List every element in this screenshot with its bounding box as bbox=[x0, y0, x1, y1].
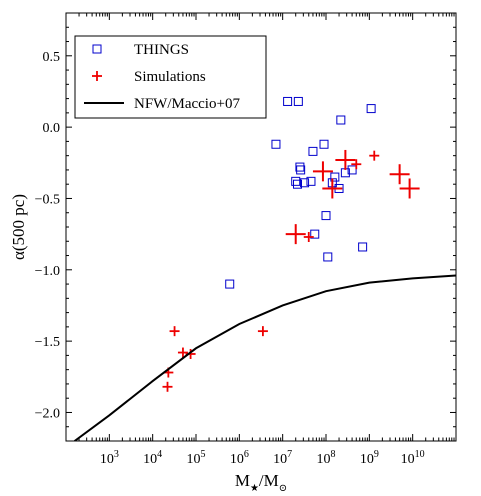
things-point bbox=[347, 165, 357, 175]
y-tick-label: 0.5 bbox=[43, 50, 61, 65]
things-point bbox=[366, 104, 376, 114]
things-point bbox=[295, 162, 305, 172]
simulation-point bbox=[285, 224, 306, 245]
simulation-point bbox=[169, 326, 180, 337]
things-point bbox=[336, 115, 346, 125]
x-tick-label: 106 bbox=[230, 449, 249, 467]
y-tick-label: −1.5 bbox=[35, 335, 60, 350]
simulation-point bbox=[399, 178, 420, 199]
simulation-point bbox=[177, 347, 188, 358]
x-tick-label: 107 bbox=[273, 449, 292, 467]
y-tick-label: 0.0 bbox=[43, 121, 61, 136]
legend: THINGS Simulations NFW/Maccio+07 bbox=[74, 35, 267, 119]
series-simulations bbox=[162, 149, 420, 392]
things-point bbox=[291, 176, 301, 186]
simulation-point bbox=[335, 149, 356, 170]
legend-item: NFW/Maccio+07 bbox=[84, 96, 240, 112]
y-axis-label: α(500 pc) bbox=[9, 194, 28, 260]
things-point bbox=[283, 96, 293, 106]
series-nfw-maccio-07 bbox=[74, 274, 456, 441]
legend-item: Simulations bbox=[92, 69, 206, 85]
things-point bbox=[319, 139, 329, 149]
y-tick-label: −2.0 bbox=[35, 406, 60, 421]
things-point bbox=[310, 229, 320, 239]
things-point bbox=[296, 165, 306, 175]
things-point bbox=[308, 146, 318, 156]
x-tick-label: 105 bbox=[187, 449, 206, 467]
legend-square-icon bbox=[92, 44, 102, 54]
things-point bbox=[271, 139, 281, 149]
things-point bbox=[321, 211, 331, 221]
simulation-point bbox=[369, 150, 380, 161]
legend-label: Simulations bbox=[134, 69, 206, 85]
simulation-point bbox=[162, 381, 173, 392]
x-tick-label: 103 bbox=[100, 449, 119, 467]
legend-item: THINGS bbox=[92, 42, 189, 58]
simulation-point bbox=[389, 164, 410, 185]
plot-area bbox=[74, 96, 456, 441]
things-point bbox=[225, 279, 235, 289]
simulation-point bbox=[257, 326, 268, 337]
x-tick-label: 1010 bbox=[401, 449, 425, 467]
nfw-curve bbox=[74, 274, 456, 441]
legend-label: NFW/Maccio+07 bbox=[134, 96, 240, 112]
things-point bbox=[293, 96, 303, 106]
x-axis: 103 104 105 106 107 108 109 1010 bbox=[65, 13, 455, 467]
y-tick-label: −1.0 bbox=[35, 264, 60, 279]
y-tick-label: −0.5 bbox=[35, 192, 60, 207]
things-point bbox=[330, 172, 340, 182]
y-axis: 0.5 0.0 −0.5 −1.0 −1.5 −2.0 bbox=[35, 12, 456, 442]
things-point bbox=[306, 176, 316, 186]
simulation-point bbox=[303, 231, 314, 242]
simulation-point bbox=[312, 161, 333, 182]
things-point bbox=[300, 178, 310, 188]
x-tick-label: 104 bbox=[143, 449, 162, 467]
x-tick-label: 108 bbox=[317, 449, 336, 467]
legend-plus-icon bbox=[92, 71, 102, 81]
legend-box bbox=[74, 35, 267, 119]
things-point bbox=[323, 252, 333, 262]
x-axis-label: M★/M⊙ bbox=[235, 471, 287, 494]
series-things bbox=[225, 96, 376, 289]
things-point bbox=[293, 179, 303, 189]
legend-label: THINGS bbox=[134, 42, 189, 58]
simulation-point bbox=[351, 159, 362, 170]
simulation-point bbox=[322, 178, 343, 199]
things-point bbox=[358, 242, 368, 252]
x-tick-label: 109 bbox=[360, 449, 379, 467]
